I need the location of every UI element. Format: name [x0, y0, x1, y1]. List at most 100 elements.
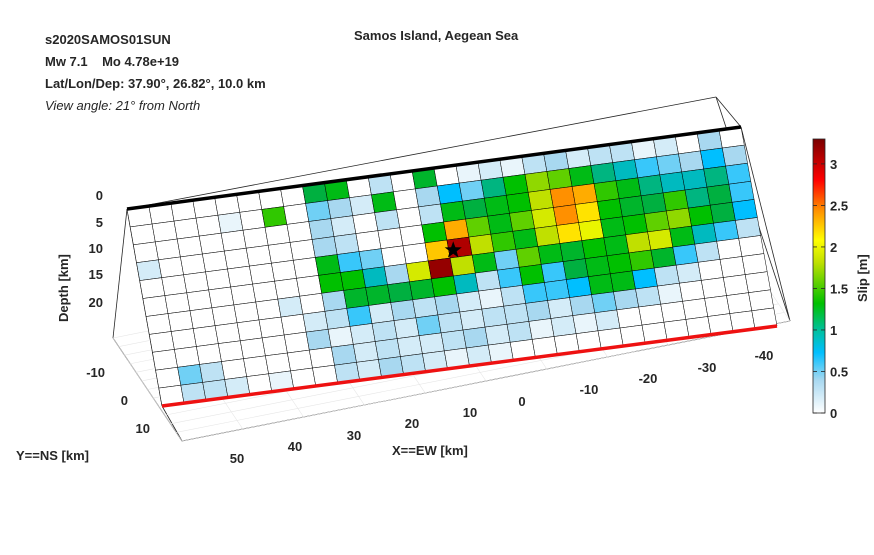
- slip-cell: [556, 222, 583, 244]
- slip-cell: [741, 253, 768, 275]
- slip-cell: [590, 162, 617, 184]
- slip-cell: [286, 221, 313, 243]
- slip-cell: [735, 217, 761, 239]
- slip-cell: [631, 267, 658, 290]
- slip-cell: [679, 280, 705, 302]
- slip-cell: [475, 269, 501, 292]
- slip-cell: [568, 165, 595, 187]
- slip-cell: [255, 298, 282, 321]
- slip-cell: [647, 228, 674, 251]
- slip-cell: [625, 231, 652, 254]
- slip-cell: [593, 180, 620, 202]
- colorbar-tick-label: 0.5: [830, 364, 848, 379]
- slip-cell: [612, 159, 639, 181]
- slip-cell: [261, 334, 288, 357]
- slip-cell: [186, 289, 213, 311]
- slip-cell: [252, 280, 279, 303]
- slip-cell: [318, 272, 344, 294]
- slip-cell: [575, 201, 601, 223]
- slip-cell: [588, 273, 614, 295]
- slip-cell: [287, 349, 313, 372]
- slip-cell: [283, 331, 310, 354]
- slip-cell: [443, 218, 470, 241]
- slip-cell: [149, 331, 175, 353]
- y-tick-label: 0: [121, 393, 128, 408]
- slip-cell: [506, 321, 533, 343]
- magnitude-line: Mw 7.1 Mo 4.78e+19: [45, 54, 180, 69]
- box-edge: [715, 96, 742, 128]
- slip-cell: [199, 361, 225, 383]
- box-edge: [112, 208, 128, 339]
- slip-cell: [731, 199, 758, 221]
- slip-cell: [503, 303, 530, 325]
- slip-cell: [296, 275, 322, 297]
- slip-cell: [161, 274, 188, 296]
- slip-cell: [267, 242, 294, 264]
- slip-cell: [280, 313, 307, 336]
- slip-cell: [418, 203, 444, 226]
- x-tick-label: 20: [405, 416, 419, 431]
- slip-cell: [502, 174, 529, 196]
- slip-cell: [628, 249, 655, 272]
- slip-cell: [591, 291, 618, 314]
- z-tick-label: 10: [89, 241, 103, 256]
- slip-cell: [578, 219, 605, 241]
- slip-cell: [387, 281, 413, 303]
- slip-cell: [384, 263, 410, 285]
- slip-cell: [283, 203, 310, 225]
- slip-cell: [321, 290, 348, 312]
- slip-cell: [638, 303, 665, 326]
- slip-cell: [509, 210, 535, 232]
- slip-cell: [744, 271, 771, 293]
- slip-cell: [456, 290, 483, 313]
- slip-cell: [506, 192, 532, 214]
- slip-cell: [534, 225, 561, 247]
- x-axis-label: X==EW [km]: [392, 443, 468, 458]
- slip-cell: [748, 289, 774, 312]
- slip-cell: [597, 198, 623, 220]
- slip-cell: [706, 183, 733, 206]
- slip-cell: [500, 285, 526, 307]
- chart-title: Samos Island, Aegean Sea: [354, 28, 519, 43]
- slip-cell: [336, 251, 363, 273]
- slip-cell: [722, 144, 748, 167]
- slip-cell: [691, 222, 717, 245]
- slip-cell: [522, 282, 548, 304]
- slip-cell: [396, 206, 422, 229]
- slip-cell: [176, 235, 203, 258]
- slip-cell: [346, 305, 373, 327]
- slip-cell: [155, 367, 182, 389]
- colorbar: [812, 138, 826, 414]
- view-angle-line: View angle: 21° from North: [45, 98, 201, 113]
- slip-cell: [424, 239, 451, 262]
- slip-cell: [666, 207, 692, 230]
- slip-cell: [650, 246, 677, 269]
- slip-cell: [227, 265, 253, 288]
- slip-cell: [377, 227, 404, 249]
- slip-cell: [330, 215, 357, 237]
- slip-cell: [365, 284, 391, 306]
- slip-cell: [640, 192, 667, 215]
- slip-cell: [701, 277, 727, 299]
- slip-cell: [221, 358, 247, 380]
- slip-cell: [340, 269, 366, 291]
- colorbar-tick-label: 2: [830, 240, 837, 255]
- slip-cell: [672, 243, 699, 266]
- box-edge: [740, 126, 791, 322]
- slip-cell: [635, 285, 661, 308]
- slip-cell: [174, 346, 200, 368]
- slip-cell: [434, 293, 461, 316]
- slip-cell: [497, 267, 523, 289]
- slip-cell: [634, 156, 661, 179]
- slip-cell: [728, 181, 755, 203]
- slip-cell: [208, 286, 235, 309]
- slip-cell: [258, 316, 285, 339]
- slip-cell: [716, 238, 743, 260]
- slip-cell: [261, 206, 288, 228]
- y-tick-label: -10: [86, 365, 105, 380]
- slip-cell: [537, 243, 564, 265]
- slip-cell: [315, 254, 341, 276]
- x-tick-label: -20: [639, 371, 658, 386]
- slip-cell: [725, 162, 752, 185]
- slip-cell: [218, 340, 244, 362]
